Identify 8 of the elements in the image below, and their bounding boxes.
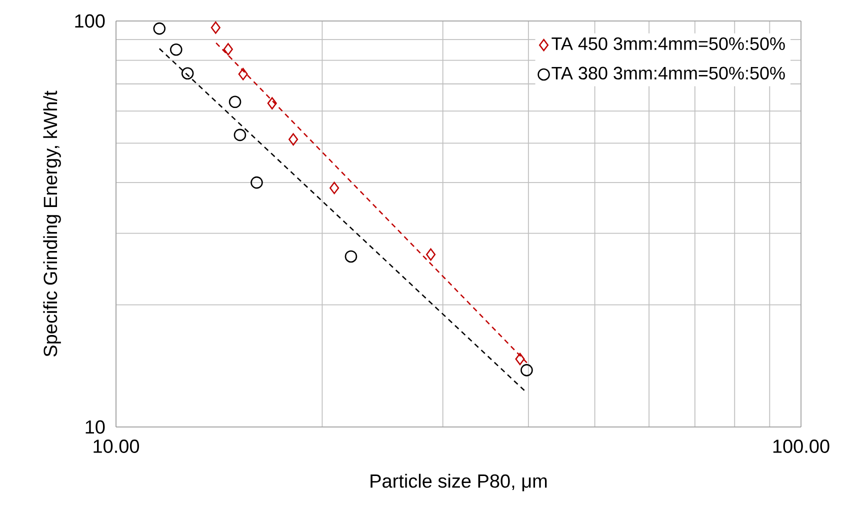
- y-tick-label: 100: [75, 14, 105, 28]
- x-tick-label: 100.00: [773, 440, 830, 453]
- x-axis-title: Particle size P80, μm: [370, 474, 547, 492]
- y-tick-label: 10: [86, 420, 105, 434]
- x-tick-label: 10.00: [94, 440, 140, 453]
- legend-label: TA 380 3mm:4mm=50%:50%: [552, 66, 785, 80]
- y-axis-title: Specific Grinding Energy, kWh/t: [43, 90, 61, 357]
- legend-label: TA 450 3mm:4mm=50%:50%: [552, 37, 785, 50]
